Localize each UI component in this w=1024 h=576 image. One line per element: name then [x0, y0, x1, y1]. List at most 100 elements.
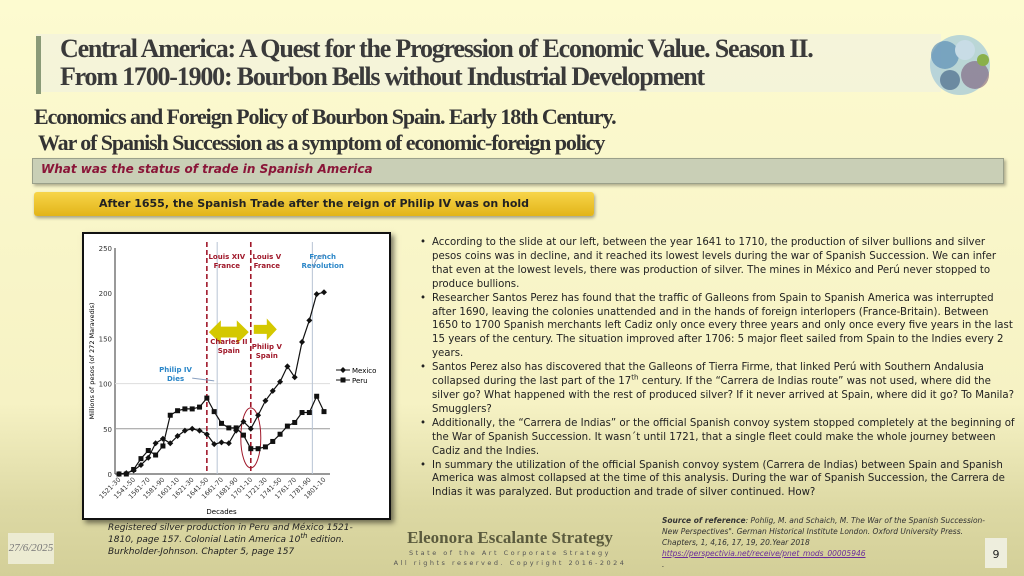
data-point-mexico	[203, 431, 210, 438]
right-arrow-icon	[253, 318, 277, 341]
subtitle-line-1: Economics and Foreign Policy of Bourbon …	[34, 104, 617, 129]
caption-text: edition. Burkholder-Johnson. Chapter 5, …	[108, 535, 345, 557]
flower-decoration-icon	[930, 35, 990, 95]
data-point-peru	[299, 410, 305, 416]
annotation-philip4: Philip IV	[159, 366, 192, 374]
data-point-mexico	[291, 374, 298, 381]
slide-date: 27/6/2025	[8, 533, 54, 564]
annotation-philip4: Dies	[167, 375, 184, 383]
section-question: What was the status of trade in Spanish …	[32, 158, 1004, 184]
data-point-peru	[262, 444, 268, 450]
legend-label: Mexico	[352, 367, 376, 375]
x-axis-label: Decades	[206, 508, 237, 516]
data-point-mexico	[321, 289, 327, 296]
data-point-peru	[189, 406, 195, 412]
data-point-mexico	[196, 427, 203, 434]
data-point-peru	[314, 393, 320, 399]
data-point-peru	[270, 438, 276, 444]
source-reference: Source of reference: Pohlig, M. and Scha…	[662, 515, 992, 570]
y-tick-label: 250	[99, 245, 112, 253]
caption-text: Registered silver production in Peru and…	[108, 523, 353, 545]
data-point-mexico	[181, 427, 188, 434]
source-text: : Pohlig, M. and Schaich, M. The War of …	[662, 516, 985, 547]
data-point-mexico	[152, 440, 159, 447]
bullet-text: century. If the “Carrera de Indias route…	[432, 376, 1014, 415]
data-point-peru	[306, 410, 312, 416]
data-point-peru	[248, 446, 254, 452]
data-point-peru	[226, 425, 232, 431]
data-point-mexico	[306, 317, 313, 324]
chart-svg: 0501001502002501521-301541-501561-701581…	[88, 242, 376, 516]
legend-marker	[340, 377, 346, 383]
data-point-peru	[284, 423, 290, 429]
data-point-peru	[153, 452, 159, 458]
annotation-charles2: Charles II	[210, 338, 247, 346]
data-point-mexico	[247, 425, 254, 432]
data-point-peru	[131, 466, 137, 472]
y-tick-label: 100	[99, 381, 112, 389]
y-tick-label: 200	[99, 290, 112, 298]
data-point-mexico	[174, 433, 181, 440]
data-point-peru	[197, 404, 203, 410]
data-point-mexico	[225, 440, 232, 447]
bullet-item: According to the slide at our left, betw…	[420, 236, 1015, 292]
brand-name: Eleonora Escalante Strategy	[407, 528, 613, 547]
data-point-peru	[240, 432, 246, 438]
annotation-louis5: France	[254, 262, 281, 270]
pointer-arrow-icon	[312, 253, 325, 268]
annotation-french_rev: French	[309, 253, 336, 261]
annotation-charles2: Spain	[218, 347, 240, 355]
data-point-mexico	[255, 412, 262, 419]
series-line-peru	[119, 394, 325, 475]
bullet-text: Santos Perez also has discovered that th…	[432, 362, 984, 388]
annotation-french_rev: Revolution	[301, 262, 343, 270]
data-point-peru	[277, 431, 283, 437]
data-point-mexico	[284, 363, 291, 370]
data-point-peru	[175, 408, 181, 414]
silver-production-chart: 0 50 100 150 200 250 1521-30 1541-50 1561-70 1581…	[82, 232, 391, 520]
data-point-mexico	[167, 440, 174, 447]
data-point-mexico	[218, 439, 225, 446]
data-point-mexico	[277, 378, 284, 385]
title-line-2: From 1700-1900: Bourbon Bells without In…	[60, 62, 705, 91]
highlight-circle	[240, 407, 262, 469]
source-link[interactable]: https://perspectivia.net/receive/pnet_mo…	[662, 549, 866, 558]
bullet-item: Additionally, the “Carrera de Indias” or…	[420, 417, 1015, 459]
data-point-peru	[160, 443, 166, 449]
y-tick-label: 0	[108, 471, 112, 479]
data-point-mexico	[269, 387, 276, 394]
data-point-peru	[145, 447, 151, 453]
data-point-mexico	[189, 425, 196, 432]
superscript: th	[300, 532, 308, 540]
data-point-peru	[167, 412, 173, 418]
data-point-peru	[204, 395, 210, 401]
data-point-peru	[292, 419, 298, 425]
data-point-peru	[321, 409, 327, 415]
title-bar	[36, 34, 941, 94]
legend-marker	[340, 367, 346, 373]
superscript: th	[631, 373, 639, 382]
brand-tagline: State of the Art Corporate Strategy	[409, 549, 611, 557]
data-point-mexico	[211, 441, 218, 448]
data-point-mexico	[262, 397, 269, 404]
annotation-louis5: Louis V	[252, 253, 281, 261]
source-dot: .	[662, 560, 665, 569]
brand-logo: Eleonora Escalante Strategy State of the…	[390, 528, 630, 568]
bullet-list: According to the slide at our left, betw…	[420, 236, 1015, 500]
data-point-mexico	[299, 339, 306, 346]
data-point-peru	[233, 425, 239, 431]
pointer-arrow-icon	[192, 377, 215, 382]
data-point-peru	[116, 471, 122, 477]
data-point-peru	[182, 406, 188, 412]
annotation-philip5: Philip V	[252, 343, 283, 351]
data-point-mexico	[137, 461, 144, 468]
data-point-peru	[138, 456, 144, 462]
data-point-mexico	[145, 454, 152, 461]
annotation-louis14: Louis XIV	[208, 253, 245, 261]
y-tick-label: 50	[103, 426, 112, 434]
bullet-item: In summary the utilization of the offici…	[420, 459, 1015, 501]
double-arrow-icon	[208, 320, 249, 344]
bullet-item: Researcher Santos Perez has found that t…	[420, 292, 1015, 362]
copyright: All rights reserved. Copyright 2016-2024	[393, 559, 627, 567]
page-number: 9	[985, 538, 1007, 568]
